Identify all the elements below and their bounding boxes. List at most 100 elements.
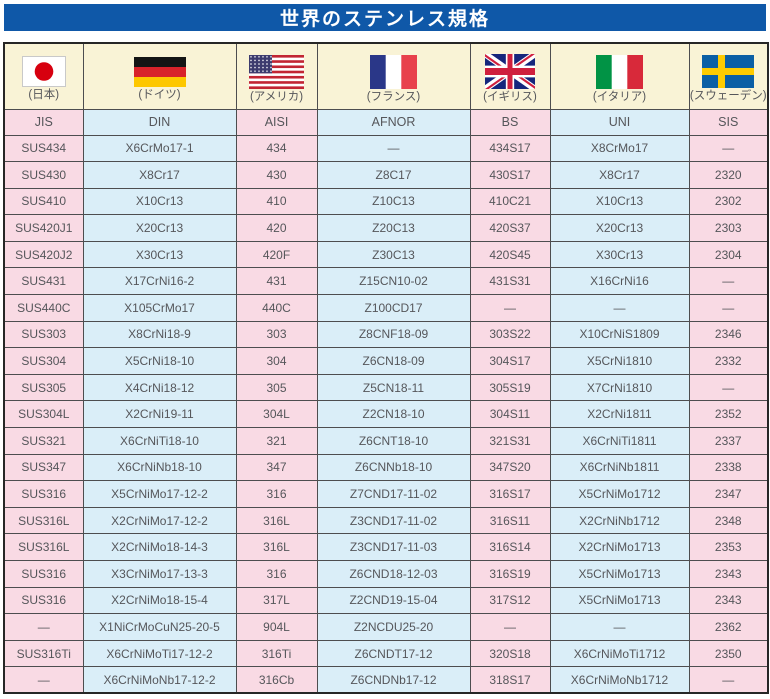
cell-aisi: 316: [235, 480, 318, 508]
flag-header-row: (日本) (ドイツ) (アメリカ) (フランス) (イギリス) (イタリア) (スウェーデン…: [3, 42, 769, 110]
cell-bs: 431S31: [469, 267, 551, 296]
cell-bs: 321S31: [469, 427, 551, 455]
cell-aisi: 304: [235, 347, 318, 375]
cell-sis: ―: [688, 294, 769, 322]
country-label: (イタリア): [592, 90, 647, 103]
cell-sis: ―: [688, 373, 769, 402]
cell-aisi: 316: [235, 560, 318, 588]
cell-din: X17CrNi16-2: [82, 267, 237, 296]
table-row: SUS430 X8Cr17 430 Z8C17 430S17 X8Cr17 2320: [3, 161, 769, 189]
cell-jis: SUS420J1: [3, 214, 84, 242]
cell-jis: SUS434: [3, 134, 84, 163]
cell-afnor: Z7CND17-11-02: [316, 480, 471, 508]
cell-bs: ―: [469, 613, 551, 641]
cell-aisi: 420: [235, 214, 318, 242]
cell-afnor: Z6CNT18-10: [316, 427, 471, 455]
country-label: (ドイツ): [138, 88, 181, 101]
cell-sis: 2332: [688, 347, 769, 375]
cell-afnor: Z30C13: [316, 240, 471, 269]
cell-afnor: Z15CN10-02: [316, 267, 471, 296]
cell-sis: 2343: [688, 560, 769, 588]
cell-uni: X16CrNi16: [549, 267, 690, 296]
cell-din: X2CrNi19-11: [82, 400, 237, 429]
cell-uni: X6CrNiTi1811: [549, 427, 690, 455]
page: 世界のステンレス規格 (日本) (ドイツ) (アメリカ) (フランス) (イギリス) (イ…: [0, 4, 770, 695]
cell-bs: 430S17: [469, 161, 551, 189]
country-label: (イギリス): [483, 91, 537, 103]
country-label: (日本): [28, 89, 60, 101]
cell-afnor: Z6CNDT17-12: [316, 639, 471, 668]
cell-din: X6CrMo17-1: [82, 134, 237, 163]
cell-aisi: 431: [235, 267, 318, 296]
table-row: SUS305 X4CrNi18-12 305 Z5CN18-11 305S19 X7CrN…: [3, 373, 769, 402]
cell-afnor: Z6CNDNb17-12: [316, 666, 471, 694]
cell-jis: SUS347: [3, 453, 84, 482]
flag-cell-sweden: (スウェーデン): [688, 42, 769, 110]
cell-jis: SUS303: [3, 320, 84, 349]
france-flag-icon: [318, 54, 469, 89]
cell-uni: X8Cr17: [549, 161, 690, 189]
cell-din: X1NiCrMoCuN25-20-5: [82, 613, 237, 641]
cell-jis: SUS304L: [3, 400, 84, 429]
table-row: SUS304 X5CrNi18-10 304 Z6CN18-09 304S17 X5CrN…: [3, 347, 769, 375]
cell-uni: X20Cr13: [549, 214, 690, 242]
cell-jis: SUS410: [3, 187, 84, 216]
cell-bs: 347S20: [469, 453, 551, 482]
cell-aisi: 317L: [235, 586, 318, 615]
flag-cell-uk: (イギリス): [469, 42, 551, 110]
cell-aisi: 420F: [235, 240, 318, 269]
cell-aisi: 434: [235, 134, 318, 163]
cell-bs: 316S11: [469, 506, 551, 535]
cell-jis: SUS316L: [3, 506, 84, 535]
cell-bs: 420S45: [469, 240, 551, 269]
table-row: ― X1NiCrMoCuN25-20-5 904L Z2NCDU25-20 ― ― 2362: [3, 613, 769, 641]
cell-bs: 410C21: [469, 187, 551, 216]
cell-afnor: Z3CND17-11-02: [316, 506, 471, 535]
cell-afnor: Z8CNF18-09: [316, 320, 471, 349]
germany-flag-icon: [84, 56, 235, 87]
cell-jis: SUS321: [3, 427, 84, 455]
cell-aisi: 430: [235, 161, 318, 189]
cell-bs: 305S19: [469, 373, 551, 402]
cell-din: X30Cr13: [82, 240, 237, 269]
standard-code-SIS: SIS: [688, 108, 769, 136]
cell-aisi: 347: [235, 453, 318, 482]
page-title-bar: 世界のステンレス規格: [4, 4, 766, 31]
cell-uni: X5CrNi1810: [549, 347, 690, 375]
cell-sis: 2337: [688, 427, 769, 455]
cell-aisi: 904L: [235, 613, 318, 641]
table-row: SUS434 X6CrMo17-1 434 ― 434S17 X8CrMo17 ―: [3, 134, 769, 163]
cell-aisi: 305: [235, 373, 318, 402]
country-label: (スウェーデン): [689, 90, 767, 102]
cell-din: X4CrNi18-12: [82, 373, 237, 402]
cell-uni: X6CrNiNb1811: [549, 453, 690, 482]
cell-uni: X2CrNi1811: [549, 400, 690, 429]
cell-afnor: Z2CN18-10: [316, 400, 471, 429]
table-row: SUS316 X2CrNiMo18-15-4 317L Z2CND19-15-04 31…: [3, 586, 769, 615]
cell-afnor: Z20C13: [316, 214, 471, 242]
cell-bs: ―: [469, 294, 551, 322]
cell-din: X10Cr13: [82, 187, 237, 216]
cell-sis: ―: [688, 267, 769, 296]
cell-sis: 2348: [688, 506, 769, 535]
cell-jis: SUS431: [3, 267, 84, 296]
cell-afnor: Z100CD17: [316, 294, 471, 322]
standard-code-AFNOR: AFNOR: [316, 108, 471, 136]
cell-uni: X6CrNiMoTi1712: [549, 639, 690, 668]
cell-din: X2CrNiMo17-12-2: [82, 506, 237, 535]
standard-code-AISI: AISI: [235, 108, 318, 136]
cell-uni: X5CrNiMo1712: [549, 480, 690, 508]
cell-sis: 2343: [688, 586, 769, 615]
table-row: SUS420J2 X30Cr13 420F Z30C13 420S45 X30Cr13 23…: [3, 240, 769, 269]
country-label: (アメリカ): [249, 90, 304, 103]
cell-afnor: Z6CND18-12-03: [316, 560, 471, 588]
cell-jis: SUS304: [3, 347, 84, 375]
cell-jis: SUS305: [3, 373, 84, 402]
usa-flag-icon: [237, 54, 316, 89]
cell-din: X3CrNiMo17-13-3: [82, 560, 237, 588]
cell-sis: 2347: [688, 480, 769, 508]
cell-din: X6CrNiMoTi17-12-2: [82, 639, 237, 668]
cell-sis: 2302: [688, 187, 769, 216]
cell-afnor: Z2CND19-15-04: [316, 586, 471, 615]
cell-din: X105CrMo17: [82, 294, 237, 322]
